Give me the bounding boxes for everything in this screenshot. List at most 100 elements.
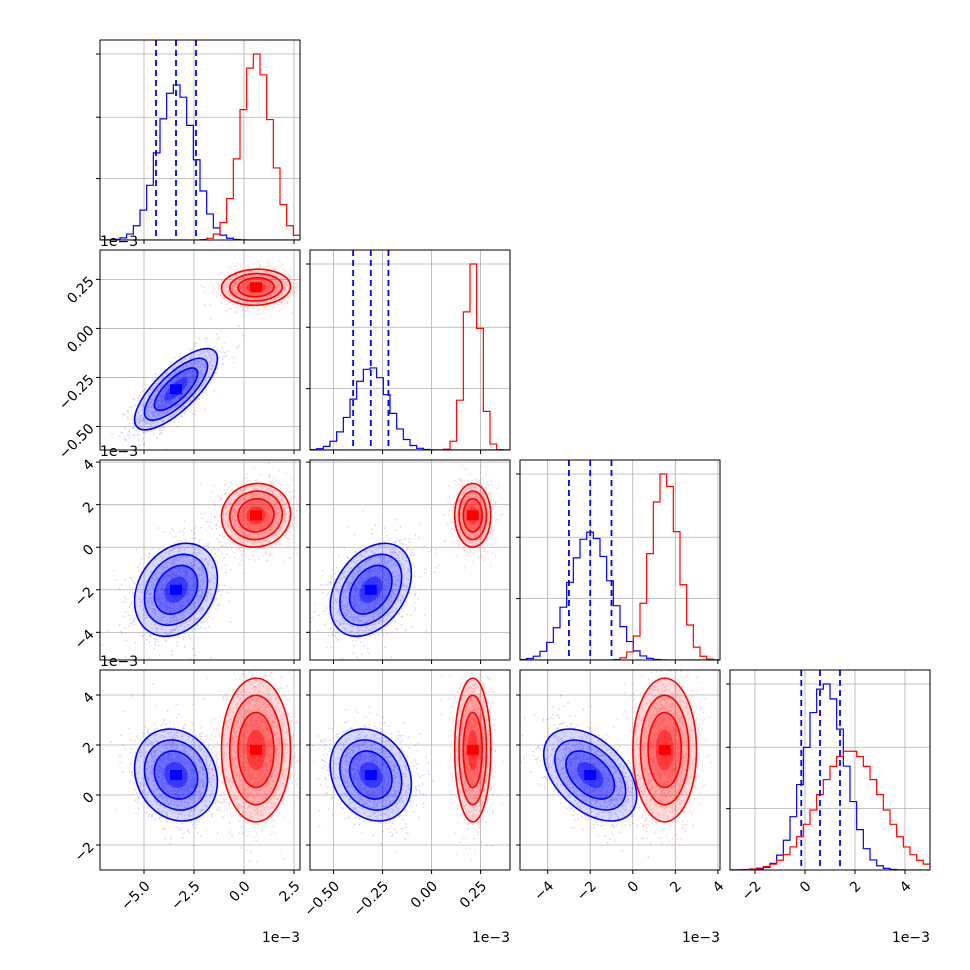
panel-1-1: [306, 249, 511, 454]
y-tick-label: 2: [80, 499, 98, 517]
x-tick-label: 0.25: [457, 878, 490, 911]
density-peak: [364, 770, 377, 780]
y-tick-label: −2: [72, 584, 98, 610]
contour-line: [143, 553, 209, 626]
panel-frame: [519, 669, 721, 871]
density-peak: [170, 770, 182, 780]
panel-frame: [519, 459, 721, 661]
y-tick-label: 4: [80, 689, 98, 707]
contour-line: [133, 347, 219, 431]
panel-1-2: [306, 459, 511, 664]
contour-line: [462, 711, 483, 789]
x-tick-label: 2: [847, 878, 865, 896]
panel-frame: [309, 249, 511, 451]
x-tick-label: −4: [531, 878, 557, 904]
contour-line: [143, 739, 209, 811]
panel-2-2: [516, 459, 721, 664]
contour-line: [348, 564, 393, 615]
panel-0-2: [96, 459, 301, 664]
panel-2-3: [516, 669, 721, 874]
contour-line: [339, 553, 403, 626]
panel-0-3: [96, 669, 301, 874]
contour-line: [462, 497, 483, 533]
histogram-blue: [100, 84, 300, 240]
contour-line: [220, 268, 292, 307]
density-peak: [466, 510, 479, 521]
histogram-blue: [520, 531, 720, 660]
panel-frame: [99, 39, 301, 241]
scatter-points-red: [616, 670, 712, 859]
y-tick-label: 0: [80, 542, 98, 560]
panel-frame: [309, 459, 511, 661]
x-tick-label: 2: [667, 878, 685, 896]
x-tick-label: 4: [897, 878, 915, 896]
contour-line: [329, 542, 413, 638]
scatter-points-red: [439, 670, 505, 863]
contour-line: [453, 677, 492, 823]
scatter-points-red: [200, 260, 300, 315]
contour-line: [228, 272, 284, 302]
contour-line: [228, 694, 284, 806]
density-peak: [250, 510, 262, 521]
contour-line: [565, 750, 616, 800]
panel-0-1: [96, 249, 301, 454]
y-tick-label: 4: [80, 456, 98, 474]
contour-line: [453, 482, 492, 548]
panel-0-0: [96, 39, 301, 244]
scatter-points-red: [202, 670, 300, 863]
contour-line: [339, 739, 403, 811]
x-offset-label: 1e−3: [262, 930, 300, 946]
x-offset-label: 1e−3: [682, 930, 720, 946]
contour-line: [458, 694, 488, 806]
density-peak: [250, 745, 262, 755]
contour-line: [133, 542, 219, 638]
x-tick-label: −2.5: [168, 878, 203, 913]
panel-3-3: [726, 669, 931, 874]
y-offset-label: 1e−3: [100, 444, 138, 460]
contour-line: [348, 750, 393, 800]
contour-line: [153, 367, 199, 412]
y-offset-label: 1e−3: [100, 654, 138, 670]
contour-line: [554, 739, 627, 811]
contour-line: [237, 711, 275, 789]
contour-line: [237, 277, 275, 298]
contour-line: [220, 482, 292, 548]
y-tick-label: −0.50: [56, 421, 98, 463]
contour-line: [220, 677, 292, 823]
density-peak: [466, 745, 479, 755]
contour-line: [133, 728, 219, 822]
y-tick-label: −0.25: [56, 372, 98, 414]
density-peak: [250, 282, 262, 293]
panel-frame: [99, 459, 301, 661]
x-tick-label: 0: [797, 878, 815, 896]
contour-line: [228, 490, 284, 541]
density-peak: [170, 384, 182, 395]
y-tick-label: −2: [72, 839, 98, 865]
histogram-red: [520, 473, 720, 660]
x-tick-label: 4: [710, 878, 728, 896]
x-tick-label: 2.5: [277, 878, 304, 905]
y-tick-label: 0.00: [64, 323, 97, 356]
density-peak: [658, 745, 671, 755]
histogram-blue: [730, 683, 930, 870]
contour-line: [153, 750, 199, 800]
density-peak: [584, 770, 597, 780]
contour-line: [632, 677, 698, 823]
x-tick-label: −2: [574, 878, 600, 904]
x-tick-label: 0.00: [408, 878, 441, 911]
y-tick-label: 0.25: [64, 274, 97, 307]
contour-line: [237, 497, 275, 533]
panel-frame: [99, 249, 301, 451]
histogram-red: [730, 750, 930, 870]
contour-line: [458, 490, 488, 541]
density-peak: [364, 584, 377, 595]
histogram-red: [100, 53, 300, 240]
x-tick-label: 0: [625, 878, 643, 896]
contour-line: [143, 357, 209, 421]
contour-line: [647, 711, 683, 789]
y-tick-label: 2: [80, 739, 98, 757]
y-tick-label: −4: [72, 627, 98, 653]
panel-1-3: [306, 669, 511, 874]
x-tick-label: −0.25: [351, 878, 393, 920]
